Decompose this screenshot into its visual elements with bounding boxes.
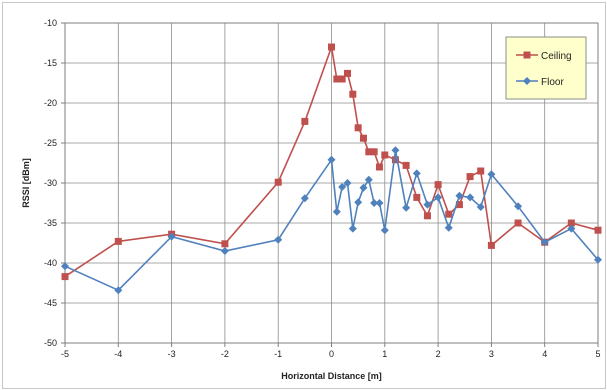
floor-data-point [167,232,176,241]
floor-data-point [466,193,475,202]
plot-area-border [64,22,599,344]
floor-data-point [274,235,283,244]
floor-data-point [364,175,373,184]
ceiling-data-point [594,226,602,234]
floor-data-point [487,170,496,179]
rssi-line-chart: -5 -4 -3 -2 -1 0 1 2 3 4 5-10-15-20-25-30-35-40-45… [21,18,602,381]
ceiling-data-point [338,75,346,83]
floor-data-point [343,179,352,187]
x-tick-label: -4 [114,349,122,359]
y-tick-label: -45 [44,298,57,308]
floor-data-point [455,191,464,200]
y-tick-label: -25 [44,138,57,148]
ceiling-data-point [343,69,351,77]
ceiling-data-point [402,161,410,169]
ceiling-data-point [466,173,474,181]
floor-data-point [444,223,453,232]
ceiling-data-point [514,219,522,227]
floor-data-point [391,146,400,155]
legend-label: Ceiling [541,51,572,62]
y-tick-label: -15 [44,58,57,68]
x-tick-label: -1 [274,349,282,359]
floor-data-point [423,200,432,209]
x-tick-label: -2 [221,349,229,359]
floor-data-point [540,238,549,247]
x-tick-label: 0 [329,349,334,359]
legend-box [505,36,587,100]
ceiling-data-point [354,124,362,132]
ceiling-data-point [567,219,575,227]
floor-data-point [359,183,368,192]
ceiling-data-point [301,117,309,125]
ceiling-data-point [61,273,69,281]
floor-data-point [300,194,309,203]
floor-data-point [380,226,389,235]
legend-label: Floor [541,77,564,88]
x-tick-label: 2 [436,349,441,359]
y-tick-label: -20 [44,98,57,108]
legend-square-marker [523,51,531,59]
floor-data-point [476,203,485,211]
y-tick-label: -40 [44,258,57,268]
floor-data-point [567,224,576,233]
ceiling-data-point [333,75,341,83]
ceiling-data-point [477,167,485,175]
floor-data-point [338,183,347,191]
floor-data-point [375,199,384,207]
tick-labels: -5 -4 -3 -2 -1 0 1 2 3 4 5-10-15-20-25-30-35-40-45… [44,18,601,359]
x-tick-label: 3 [489,349,494,359]
legend-item-floor: Floor [516,77,564,88]
ceiling-data-point [434,181,442,189]
floor-data-point [412,169,421,178]
y-tick-label: -10 [44,18,57,28]
ceiling-data-point [487,241,495,249]
ceiling-data-point [375,163,383,171]
ceiling-data-point [365,148,373,156]
x-axis-title: Horizontal Distance [m] [281,371,382,381]
ceiling-data-point [328,43,335,51]
ceiling-data-point [381,151,389,159]
legend-diamond-marker [523,77,531,85]
ceiling-data-point [391,156,399,164]
ceiling-data-point [445,210,453,218]
y-tick-label: -30 [44,178,57,188]
ceiling-data-point [413,193,421,201]
floor-data-point [370,199,379,207]
series-ceiling [61,43,602,281]
x-tick-label: 4 [542,349,547,359]
ceiling-data-point [274,178,282,186]
ceiling-data-point [359,134,367,142]
floor-data-point [514,202,523,211]
legend-item-ceiling: Ceiling [516,51,572,62]
x-tick-label: 5 [595,349,600,359]
y-tick-label: -50 [44,338,57,348]
floor-data-point [332,207,341,216]
y-tick-label: -35 [44,218,57,228]
y-axis-title: RSSI [dBm] [21,158,31,208]
floor-data-point [327,155,336,164]
floor-data-point [61,262,69,271]
x-tick-label: -3 [168,349,176,359]
ceiling-data-point [221,240,229,248]
ceiling-data-point [455,201,463,209]
legend: Ceiling Floor [505,36,587,100]
floor-data-point [114,286,123,295]
ceiling-data-point [370,148,378,156]
floor-data-point [434,193,443,202]
series-layer [61,43,602,295]
series-floor [61,146,602,295]
floor-data-point [402,203,411,212]
ceiling-data-point [114,237,122,245]
floor-data-point [354,198,363,207]
ceiling-data-point [349,90,357,98]
x-tick-label: 1 [382,349,387,359]
floor-data-point [348,224,357,233]
x-tick-label: -5 [61,349,69,359]
ceiling-data-point [423,212,431,220]
floor-data-point [220,247,229,255]
